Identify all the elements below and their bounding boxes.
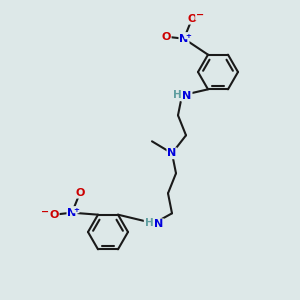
Text: O: O: [161, 32, 171, 42]
Text: O: O: [49, 210, 59, 220]
Text: O: O: [187, 14, 197, 24]
Text: N: N: [179, 34, 189, 44]
Text: O: O: [75, 188, 85, 198]
Text: N: N: [167, 148, 177, 158]
Text: +: +: [185, 33, 191, 39]
Text: N: N: [154, 219, 164, 229]
Text: H: H: [172, 90, 182, 100]
Text: −: −: [196, 10, 204, 20]
Text: N: N: [68, 208, 76, 218]
Text: H: H: [145, 218, 153, 228]
Text: N: N: [182, 91, 192, 101]
Text: −: −: [41, 207, 49, 217]
Text: +: +: [73, 207, 79, 213]
